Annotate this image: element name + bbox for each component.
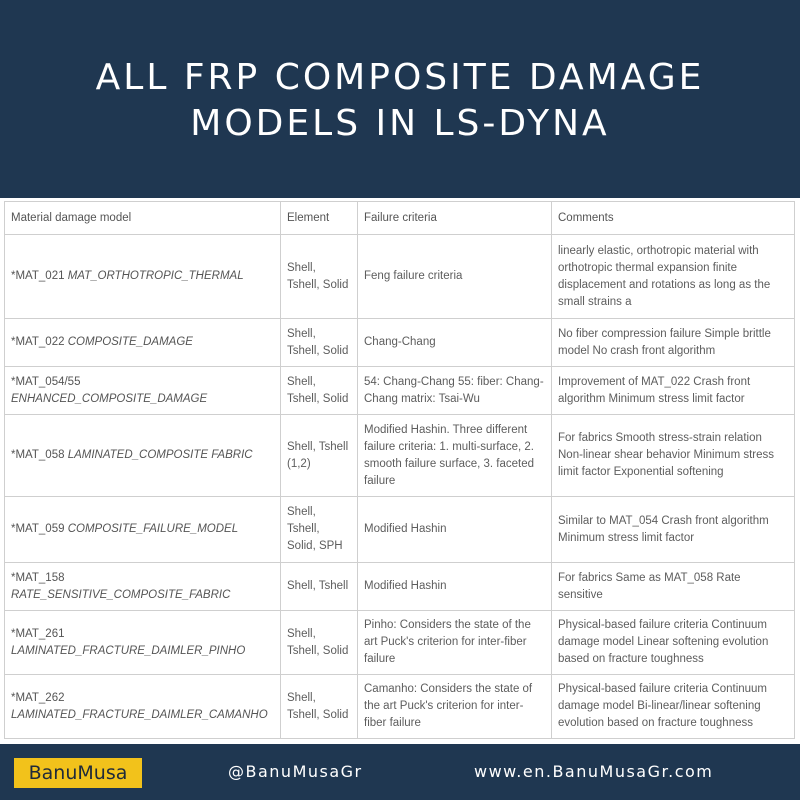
model-name: LAMINATED_FRACTURE_DAIMLER_CAMANHO <box>11 708 268 721</box>
table-row: *MAT_054/55 ENHANCED_COMPOSITE_DAMAGE She… <box>4 366 795 415</box>
column-header-criteria: Failure criteria <box>357 201 552 235</box>
social-handle[interactable]: @BanuMusaGr <box>228 762 363 781</box>
element-cell: Shell, Tshell, Solid <box>280 610 358 675</box>
model-code: *MAT_021 <box>11 270 65 282</box>
model-cell: *MAT_158 RATE_SENSITIVE_COMPOSITE_FABRIC <box>4 562 281 611</box>
element-cell: Shell, Tshell, Solid <box>280 674 358 739</box>
element-cell: Shell, Tshell, Solid <box>280 366 358 415</box>
title-line-2: MODELS IN LS-DYNA <box>190 103 610 144</box>
model-cell: *MAT_021 MAT_ORTHOTROPIC_THERMAL <box>4 234 281 319</box>
model-code: *MAT_054/55 <box>11 375 81 388</box>
footer-bar: BanuMusa @BanuMusaGr www.en.BanuMusaGr.c… <box>0 744 800 800</box>
criteria-cell: Modified Hashin <box>357 562 552 611</box>
model-cell: *MAT_261 LAMINATED_FRACTURE_DAIMLER_PINHO <box>4 610 281 675</box>
column-header-model: Material damage model <box>4 201 281 235</box>
element-cell: Shell, Tshell, Solid <box>280 318 358 367</box>
model-name: ENHANCED_COMPOSITE_DAMAGE <box>11 392 208 405</box>
model-cell: *MAT_262 LAMINATED_FRACTURE_DAIMLER_CAMAN… <box>4 674 281 739</box>
comments-cell: Improvement of MAT_022 Crash front algor… <box>551 366 795 415</box>
model-name: LAMINATED_COMPOSITE FABRIC <box>67 449 253 461</box>
table-row: *MAT_261 LAMINATED_FRACTURE_DAIMLER_PINHO… <box>4 610 795 675</box>
table-row: *MAT_022 COMPOSITE_DAMAGE Shell, Tshell,… <box>4 318 795 367</box>
model-cell: *MAT_022 COMPOSITE_DAMAGE <box>4 318 281 367</box>
column-header-element: Element <box>280 201 358 235</box>
table-row: *MAT_158 RATE_SENSITIVE_COMPOSITE_FABRIC … <box>4 562 795 611</box>
comments-cell: For fabrics Same as MAT_058 Rate sensiti… <box>551 562 795 611</box>
criteria-cell: Modified Hashin. Three different failure… <box>357 414 552 497</box>
criteria-cell: Pinho: Considers the state of the art Pu… <box>357 610 552 675</box>
criteria-cell: 54: Chang-Chang 55: fiber: Chang-Chang m… <box>357 366 552 415</box>
model-name: RATE_SENSITIVE_COMPOSITE_FABRIC <box>11 588 231 601</box>
table-row: *MAT_021 MAT_ORTHOTROPIC_THERMAL Shell, … <box>4 234 795 319</box>
element-cell: Shell, Tshell <box>280 562 358 611</box>
criteria-cell: Camanho: Considers the state of the art … <box>357 674 552 739</box>
model-name: LAMINATED_FRACTURE_DAIMLER_PINHO <box>11 644 246 657</box>
model-code: *MAT_058 <box>11 449 65 461</box>
comments-cell: Physical-based failure criteria Continuu… <box>551 610 795 675</box>
comments-cell: Similar to MAT_054 Crash front algorithm… <box>551 496 795 563</box>
criteria-cell: Modified Hashin <box>357 496 552 563</box>
table-row: *MAT_058 LAMINATED_COMPOSITE FABRIC Shel… <box>4 414 795 497</box>
element-cell: Shell, Tshell (1,2) <box>280 414 358 497</box>
comments-cell: Physical-based failure criteria Continuu… <box>551 674 795 739</box>
model-name: MAT_ORTHOTROPIC_THERMAL <box>67 270 244 282</box>
model-name: COMPOSITE_DAMAGE <box>67 336 193 348</box>
model-code: *MAT_022 <box>11 336 65 348</box>
header-banner: ALL FRP COMPOSITE DAMAGE MODELS IN LS-DY… <box>0 0 800 198</box>
comments-cell: No fiber compression failure Simple brit… <box>551 318 795 367</box>
model-name: COMPOSITE_FAILURE_MODEL <box>67 523 239 535</box>
criteria-cell: Feng failure criteria <box>357 234 552 319</box>
model-cell: *MAT_059 COMPOSITE_FAILURE_MODEL <box>4 496 281 563</box>
title-line-1: ALL FRP COMPOSITE DAMAGE <box>95 57 705 98</box>
criteria-cell: Chang-Chang <box>357 318 552 367</box>
page-title: ALL FRP COMPOSITE DAMAGE MODELS IN LS-DY… <box>96 55 705 147</box>
model-cell: *MAT_058 LAMINATED_COMPOSITE FABRIC <box>4 414 281 497</box>
element-cell: Shell, Tshell, Solid <box>280 234 358 319</box>
model-code: *MAT_262 <box>11 691 65 704</box>
brand-logo[interactable]: BanuMusa <box>14 758 142 788</box>
damage-models-table: Material damage model Element Failure cr… <box>4 201 795 739</box>
table-header-row: Material damage model Element Failure cr… <box>4 201 795 235</box>
comments-cell: linearly elastic, orthotropic material w… <box>551 234 795 319</box>
table-row: *MAT_262 LAMINATED_FRACTURE_DAIMLER_CAMAN… <box>4 674 795 739</box>
model-cell: *MAT_054/55 ENHANCED_COMPOSITE_DAMAGE <box>4 366 281 415</box>
comments-cell: For fabrics Smooth stress-strain relatio… <box>551 414 795 497</box>
table-row: *MAT_059 COMPOSITE_FAILURE_MODEL Shell, … <box>4 496 795 563</box>
website-link[interactable]: www.en.BanuMusaGr.com <box>474 762 714 781</box>
damage-models-table-container: Material damage model Element Failure cr… <box>4 201 795 741</box>
column-header-comments: Comments <box>551 201 795 235</box>
model-code: *MAT_261 <box>11 627 65 640</box>
model-code: *MAT_059 <box>11 523 65 535</box>
element-cell: Shell, Tshell, Solid, SPH <box>280 496 358 563</box>
model-code: *MAT_158 <box>11 571 65 584</box>
